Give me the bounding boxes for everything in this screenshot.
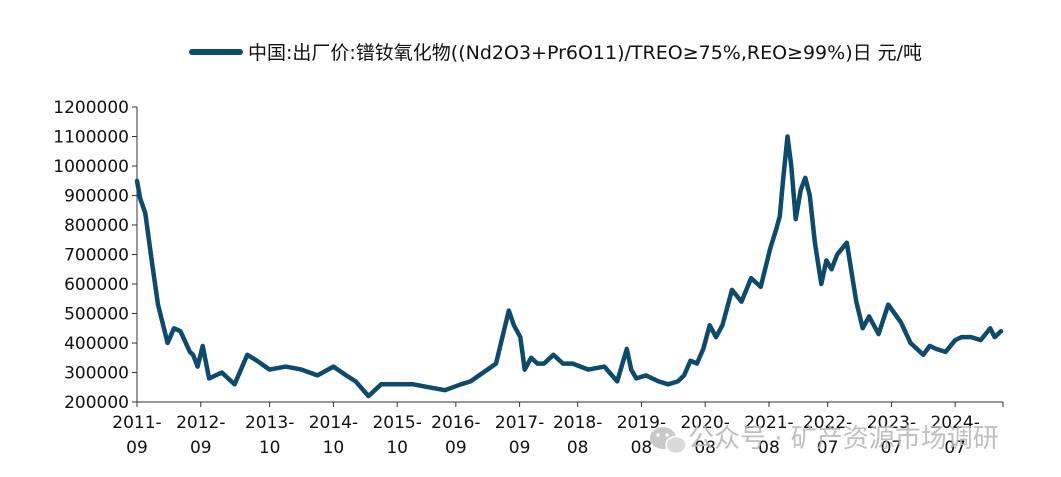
- y-tick-label: 400000: [64, 334, 129, 354]
- plot-area: [134, 134, 1004, 399]
- x-tick-label: 2011-: [112, 413, 161, 433]
- x-tick-label-line2: 09: [190, 438, 212, 458]
- x-tick-label: 2012-: [176, 413, 225, 433]
- x-tick-label-line2: 09: [509, 438, 531, 458]
- x-tick-label: 2019-: [617, 413, 666, 433]
- x-tick-label: 2017-: [495, 413, 544, 433]
- x-tick-label: 2022-: [803, 413, 852, 433]
- y-tick-label: 200000: [64, 393, 129, 413]
- x-tick-label-line2: 09: [126, 438, 148, 458]
- x-tick-label: 2018-: [553, 413, 602, 433]
- x-tick-label-line2: 07: [817, 438, 839, 458]
- x-tick-label: 2014-: [309, 413, 358, 433]
- x-axis: 2011- 09 2012- 09 2013- 10 2014- 10 2015- 10 2016-…: [112, 401, 1004, 458]
- x-tick-label-line2: 10: [386, 438, 408, 458]
- y-axis: 200000 300000 400000 500000 600000 700000 8000…: [53, 98, 138, 413]
- y-tick-label: 500000: [64, 305, 129, 325]
- y-tick-label: 300000: [64, 364, 129, 384]
- x-tick-label-line2: 07: [881, 438, 903, 458]
- x-tick-label: 2024-: [930, 413, 979, 433]
- x-tick-label: 2016-: [431, 413, 480, 433]
- x-tick-label-line2: 10: [323, 438, 345, 458]
- x-tick-label-line2: 08: [694, 438, 716, 458]
- watermark-text: 公众号 · 矿产资源市场调研: [688, 424, 999, 454]
- watermark: 公众号 · 矿产资源市场调研: [650, 424, 999, 455]
- y-tick-label: 1100000: [53, 128, 129, 148]
- series-line: [134, 134, 1004, 399]
- x-tick-label-line2: 08: [758, 438, 780, 458]
- x-tick-label: 2023-: [867, 413, 916, 433]
- y-tick-label: 700000: [64, 246, 129, 266]
- x-tick-label-line2: 07: [944, 438, 966, 458]
- legend-label: 中国:出厂价:镨钕氧化物((Nd2O3+Pr6O11)/TREO≥75%,REO…: [248, 42, 922, 64]
- x-tick-label: 2021-: [744, 413, 793, 433]
- x-tick-label-line2: 08: [631, 438, 653, 458]
- x-tick-label-line2: 09: [445, 438, 467, 458]
- x-tick-label-line2: 10: [259, 438, 281, 458]
- x-tick-label-line2: 08: [567, 438, 589, 458]
- y-tick-label: 800000: [64, 216, 129, 236]
- x-tick-label: 2013-: [245, 413, 294, 433]
- y-tick-label: 600000: [64, 275, 129, 295]
- legend: 中国:出厂价:镨钕氧化物((Nd2O3+Pr6O11)/TREO≥75%,REO…: [189, 42, 922, 64]
- x-tick-label: 2020-: [680, 413, 729, 433]
- y-tick-label: 1000000: [53, 157, 129, 177]
- x-tick-label: 2015-: [372, 413, 421, 433]
- y-tick-label: 900000: [64, 187, 129, 207]
- wechat-icon: [650, 427, 687, 455]
- y-tick-label: 1200000: [53, 98, 129, 118]
